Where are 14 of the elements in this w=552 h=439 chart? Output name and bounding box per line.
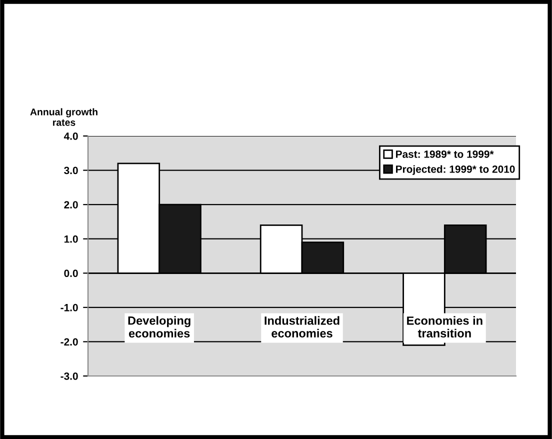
- y-tick-label: 0.0: [64, 270, 78, 278]
- legend-label: Projected: 1999* to 2010: [396, 165, 515, 175]
- y-tick-label: 1.0: [64, 235, 78, 243]
- x-tick-label: Economies in transition: [407, 316, 482, 338]
- y-axis-title: Annual growth rates: [30, 108, 98, 126]
- x-tick-label: Industrialized economies: [264, 316, 340, 338]
- legend-label: Past: 1989* to 1999*: [396, 150, 494, 158]
- x-tick-label: Developing economies: [128, 316, 190, 338]
- y-tick-label: 4.0: [64, 132, 78, 140]
- y-tick-label: -2.0: [60, 338, 78, 346]
- y-tick-label: -1.0: [60, 304, 78, 312]
- y-tick-label: 2.0: [64, 201, 78, 208]
- y-tick-label: 3.0: [64, 166, 78, 174]
- y-tick-label: -3.0: [60, 372, 78, 380]
